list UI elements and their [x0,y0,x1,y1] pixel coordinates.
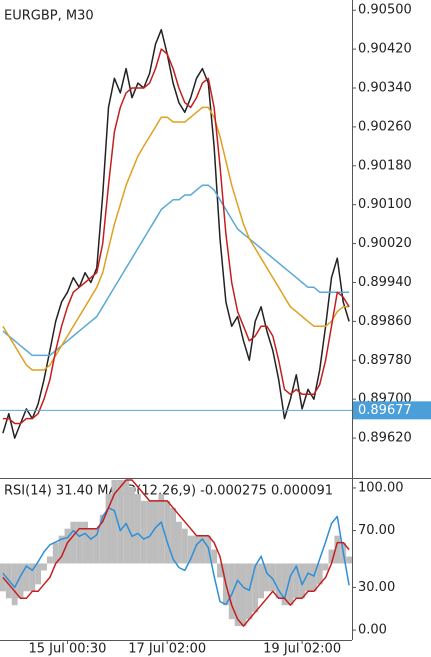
histogram-bar [140,500,147,564]
y-tick-label: 0.89780 [358,353,412,368]
histogram-bar [234,563,241,627]
y-tick-label: 0.89620 [358,431,412,446]
x-tick-label: 17 Jul 02:00 [128,642,206,657]
histogram-bar [146,500,153,564]
histogram-bar [193,535,200,564]
histogram-bar [334,535,341,564]
histogram-bar [346,556,352,564]
histogram-bar [293,563,300,599]
histogram-bar [328,549,335,564]
chart-title: EURGBP, M30 [4,9,94,24]
histogram-bar [52,542,59,564]
y-tick-label: 0.90100 [358,197,412,212]
y-tick-label: 0.90180 [358,158,412,173]
histogram-bar [176,521,182,564]
histogram-bar [211,549,218,564]
histogram-bar [117,480,124,564]
histogram-bar [199,535,206,564]
y-tick-label: 0.89940 [358,275,412,290]
histogram-bar [123,480,130,564]
histogram-bar [134,493,141,564]
histogram-bar [181,528,188,564]
histogram-bar [23,563,30,592]
histogram-bar [152,500,159,564]
histogram-bar [287,563,294,606]
y-tick-label: 0.00 [358,623,387,638]
histogram-bar [299,563,306,599]
series-line [2,28,350,439]
histogram-bar [17,563,24,599]
current-price-label: 0.89677 [358,403,412,418]
histogram-bar [111,480,118,564]
histogram-bar [217,563,223,578]
histogram-bar [164,500,171,564]
y-tick-label: 0.90260 [358,119,412,134]
histogram-bar [264,563,270,592]
histogram-bar [305,563,311,592]
histogram-bar [88,528,94,564]
histogram-bar [252,563,259,613]
histogram-bar [93,528,100,564]
histogram-bar [158,493,165,564]
histogram-bar [269,563,276,592]
histogram-bar [322,563,329,571]
histogram-bar [35,563,42,585]
histogram-bar [41,563,47,571]
y-tick-label: 0.90020 [358,236,412,251]
current-price-box [353,401,431,420]
histogram-bar [258,563,264,599]
histogram-bar [275,563,282,599]
histogram-bar [316,563,323,585]
y-tick-label: 0.89860 [358,314,412,329]
histogram-bar [246,563,253,620]
histogram-bar [46,556,53,564]
y-tick-label: 30.00 [358,580,395,595]
histogram-bar [170,507,176,564]
y-tick-label: 100.00 [358,480,404,495]
histogram-bar [129,486,135,564]
histogram-bar [29,563,36,592]
histogram-bar [281,563,288,606]
y-tick-label: 0.90500 [358,3,412,18]
histogram-bar [240,563,247,627]
histogram-bar [82,521,88,564]
histogram-bar [105,493,112,564]
series-line [2,479,350,627]
y-tick-label: 0.90420 [358,42,412,57]
indicator-title: RSI(14) 31.40 MACD(12,26,9) -0.000275 0.… [4,484,333,499]
series-line [2,48,350,425]
histogram-bar [64,528,71,564]
x-tick-label: 15 Jul 00:30 [28,642,106,657]
histogram-bar [11,563,18,606]
x-tick-label: 19 Jul 02:00 [263,642,341,657]
histogram-bar [228,563,235,620]
series-line [2,106,350,371]
histogram-bar [310,563,317,592]
histogram-bar [76,521,83,564]
histogram-bar [187,535,194,564]
y-tick-label: 70.00 [358,523,395,538]
y-tick-label: 0.90340 [358,80,412,95]
series-line [2,507,350,606]
histogram-bar [70,521,77,564]
histogram-bar [58,535,65,564]
histogram-bar [99,514,106,564]
